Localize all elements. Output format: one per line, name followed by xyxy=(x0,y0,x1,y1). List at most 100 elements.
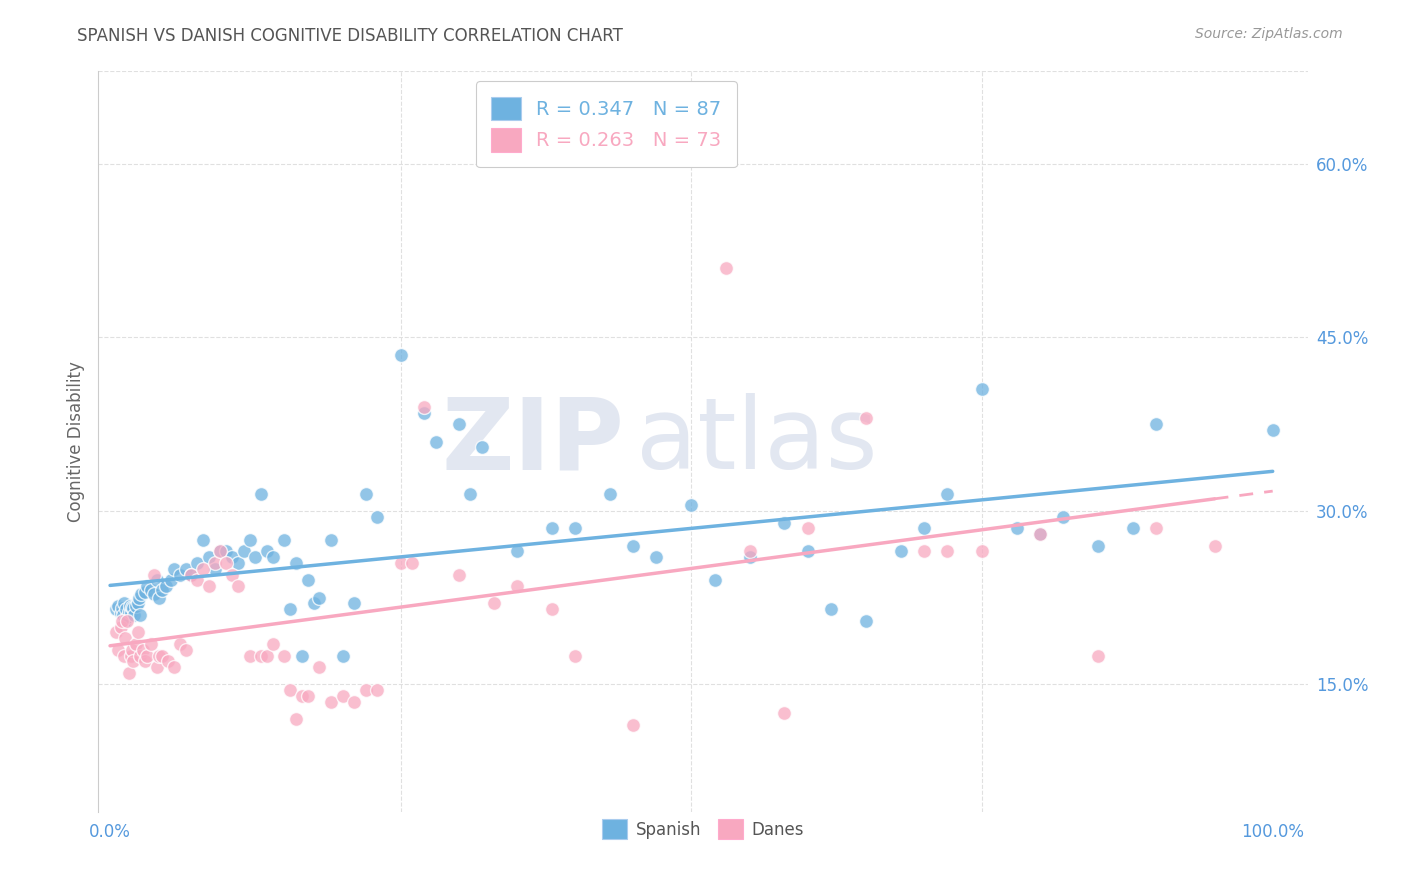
Text: Source: ZipAtlas.com: Source: ZipAtlas.com xyxy=(1195,27,1343,41)
Point xyxy=(319,695,342,709)
Point xyxy=(1052,509,1074,524)
Point xyxy=(121,599,143,614)
Point xyxy=(174,562,197,576)
Point xyxy=(343,695,366,709)
Point xyxy=(302,597,325,611)
Point xyxy=(118,665,141,680)
Point xyxy=(186,574,208,588)
Point xyxy=(221,550,243,565)
Point xyxy=(110,606,132,620)
Point xyxy=(150,582,173,597)
Point xyxy=(127,597,149,611)
Point xyxy=(121,642,143,657)
Point xyxy=(145,660,167,674)
Point xyxy=(796,544,818,558)
Point xyxy=(122,654,145,668)
Point xyxy=(738,550,761,565)
Point xyxy=(1029,527,1052,541)
Point xyxy=(890,544,912,558)
Point xyxy=(107,599,129,613)
Point xyxy=(540,602,562,616)
Point xyxy=(425,434,447,449)
Point xyxy=(855,614,877,628)
Point xyxy=(285,556,308,570)
Point xyxy=(291,648,314,663)
Point xyxy=(198,579,221,593)
Point xyxy=(163,660,186,674)
Point xyxy=(703,574,725,588)
Point xyxy=(148,648,170,663)
Point xyxy=(111,614,134,628)
Point xyxy=(148,591,170,605)
Point xyxy=(134,585,156,599)
Point xyxy=(278,602,301,616)
Point xyxy=(131,587,153,601)
Point xyxy=(131,642,153,657)
Point xyxy=(198,550,221,565)
Point xyxy=(111,608,134,623)
Point xyxy=(401,556,423,570)
Point xyxy=(262,637,284,651)
Point xyxy=(936,544,959,558)
Point xyxy=(139,582,162,597)
Point xyxy=(366,509,388,524)
Point xyxy=(209,544,232,558)
Point xyxy=(1261,423,1284,437)
Point xyxy=(506,544,529,558)
Point xyxy=(354,683,377,698)
Point xyxy=(180,567,202,582)
Point xyxy=(256,648,278,663)
Point xyxy=(209,544,232,558)
Point xyxy=(117,614,139,628)
Point xyxy=(308,660,330,674)
Point xyxy=(114,631,136,645)
Point xyxy=(124,608,146,623)
Point xyxy=(118,605,141,619)
Point xyxy=(332,689,354,703)
Point xyxy=(215,556,238,570)
Point xyxy=(716,260,738,275)
Text: SPANISH VS DANISH COGNITIVE DISABILITY CORRELATION CHART: SPANISH VS DANISH COGNITIVE DISABILITY C… xyxy=(77,27,623,45)
Point xyxy=(104,602,127,616)
Legend: Spanish, Danes: Spanish, Danes xyxy=(593,811,813,847)
Point xyxy=(540,521,562,535)
Point xyxy=(681,139,703,153)
Y-axis label: Cognitive Disability: Cognitive Disability xyxy=(66,361,84,522)
Point xyxy=(122,601,145,615)
Point xyxy=(180,567,202,582)
Point xyxy=(820,602,842,616)
Point xyxy=(145,574,167,588)
Point xyxy=(169,567,191,582)
Point xyxy=(163,562,186,576)
Point xyxy=(773,706,796,721)
Point xyxy=(191,533,214,547)
Point xyxy=(796,521,818,535)
Point xyxy=(191,562,214,576)
Point xyxy=(1087,539,1109,553)
Point xyxy=(936,486,959,500)
Point xyxy=(460,486,482,500)
Point xyxy=(1144,417,1167,432)
Point xyxy=(112,597,135,611)
Point xyxy=(215,544,238,558)
Point xyxy=(226,556,249,570)
Point xyxy=(136,579,159,593)
Point xyxy=(110,619,132,633)
Text: atlas: atlas xyxy=(637,393,879,490)
Point xyxy=(285,712,308,726)
Point xyxy=(127,625,149,640)
Point xyxy=(239,648,262,663)
Point xyxy=(343,597,366,611)
Point xyxy=(232,544,254,558)
Point xyxy=(120,648,142,663)
Point xyxy=(128,591,150,605)
Point xyxy=(970,383,993,397)
Point xyxy=(226,579,249,593)
Point xyxy=(621,718,644,732)
Point xyxy=(134,654,156,668)
Point xyxy=(115,602,138,616)
Point xyxy=(447,417,470,432)
Point xyxy=(645,550,668,565)
Point xyxy=(124,599,146,613)
Point xyxy=(599,486,621,500)
